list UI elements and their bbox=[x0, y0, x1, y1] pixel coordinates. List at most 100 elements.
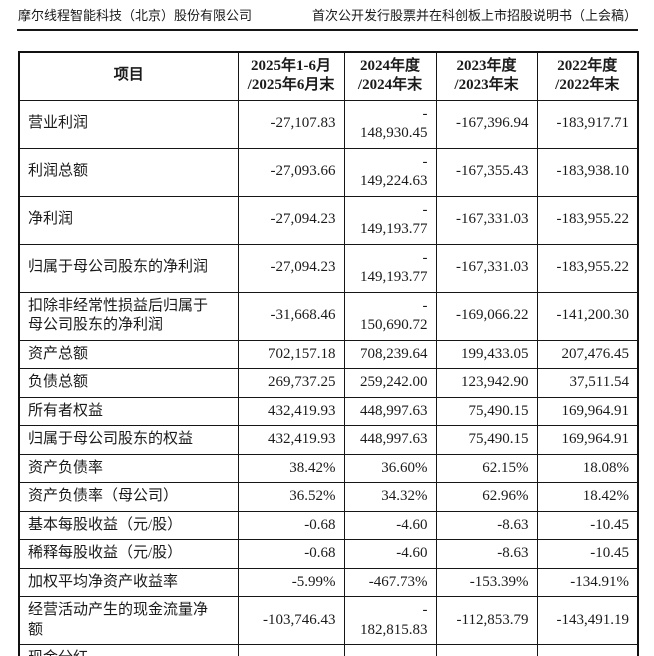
row-item-label: 现金分红 bbox=[18, 644, 239, 656]
table-row: 净利润 -27,094.23- 149,193.77 -167,331.03 -183… bbox=[18, 195, 639, 245]
table-row: 资产总额 702,157.18 708,239.64 199,433.05 207,47… bbox=[18, 339, 639, 370]
row-value-cell: 169,964.91 bbox=[536, 396, 639, 427]
row-value-cell: - 150,690.72 bbox=[343, 291, 437, 341]
row-value-cell: -167,331.03 bbox=[435, 243, 538, 293]
row-value-cell: -27,107.83 bbox=[237, 99, 345, 149]
row-value-cell: -169,066.22 bbox=[435, 291, 538, 341]
table-row: 扣除非经常性损益后归属于 母公司股东的净利润 -31,668.46- 150,69… bbox=[18, 291, 639, 341]
row-value-cell: 36.52% bbox=[237, 482, 345, 512]
row-item-label: 归属于母公司股东的净利润 bbox=[18, 243, 239, 293]
row-value-cell: 259,242.00 bbox=[343, 368, 437, 398]
row-item-label: 负债总额 bbox=[18, 368, 239, 398]
row-value-cell: -27,094.23 bbox=[237, 243, 345, 293]
table-row: 归属于母公司股东的权益 432,419.93 448,997.63 75,490.15… bbox=[18, 425, 639, 455]
row-value-cell: -153.39% bbox=[435, 567, 538, 598]
row-value-cell: -103,746.43 bbox=[237, 596, 345, 646]
row-item-label: 归属于母公司股东的权益 bbox=[18, 425, 239, 455]
row-item-label: 基本每股收益（元/股） bbox=[18, 510, 239, 541]
row-value-cell: - 182,815.83 bbox=[343, 596, 437, 646]
row-value-cell: 62.15% bbox=[435, 453, 538, 484]
column-header-2025h1: 2025年1-6月 /2025年6月末 bbox=[237, 51, 345, 101]
row-value-cell: 62.96% bbox=[435, 482, 538, 512]
row-value-cell: -143,491.19 bbox=[536, 596, 639, 646]
table-row: 经营活动产生的现金流量净 额 -103,746.43- 182,815.83 -11… bbox=[18, 596, 639, 646]
row-value-cell: 708,239.64 bbox=[343, 339, 437, 370]
table-row: 加权平均净资产收益率 -5.99% -467.73% -153.39% -134.91% bbox=[18, 567, 639, 598]
table-row: 所有者权益 432,419.93 448,997.63 75,490.15 169,96… bbox=[18, 396, 639, 427]
row-value-cell: 36.60% bbox=[343, 453, 437, 484]
row-item-label: 营业利润 bbox=[18, 99, 239, 149]
row-value-cell: -0.68 bbox=[237, 510, 345, 541]
row-value-cell: 18.42% bbox=[536, 482, 639, 512]
row-value-cell: - bbox=[435, 644, 538, 656]
table-row: 资产负债率 38.42% 36.60% 62.15% 18.08% bbox=[18, 453, 639, 484]
row-value-cell: -141,200.30 bbox=[536, 291, 639, 341]
row-value-cell: -167,396.94 bbox=[435, 99, 538, 149]
row-item-label: 资产负债率（母公司） bbox=[18, 482, 239, 512]
row-value-cell: - bbox=[536, 644, 639, 656]
row-value-cell: -31,668.46 bbox=[237, 291, 345, 341]
row-item-label: 净利润 bbox=[18, 195, 239, 245]
row-item-label: 稀释每股收益（元/股） bbox=[18, 539, 239, 569]
row-item-label: 扣除非经常性损益后归属于 母公司股东的净利润 bbox=[18, 291, 239, 341]
row-value-cell: -4.60 bbox=[343, 510, 437, 541]
row-value-cell: 432,419.93 bbox=[237, 425, 345, 455]
row-value-cell: -8.63 bbox=[435, 539, 538, 569]
row-value-cell: -134.91% bbox=[536, 567, 639, 598]
row-item-label: 经营活动产生的现金流量净 额 bbox=[18, 596, 239, 646]
row-value-cell: 702,157.18 bbox=[237, 339, 345, 370]
row-value-cell: -112,853.79 bbox=[435, 596, 538, 646]
row-value-cell: -183,955.22 bbox=[536, 195, 639, 245]
row-value-cell: 123,942.90 bbox=[435, 368, 538, 398]
row-value-cell: 37,511.54 bbox=[536, 368, 639, 398]
row-value-cell: -183,955.22 bbox=[536, 243, 639, 293]
row-value-cell: 448,997.63 bbox=[343, 425, 437, 455]
table-row: 资产负债率（母公司） 36.52% 34.32% 62.96% 18.42% bbox=[18, 482, 639, 512]
row-value-cell: 432,419.93 bbox=[237, 396, 345, 427]
table-row: 归属于母公司股东的净利润 -27,094.23- 149,193.77 -167,3… bbox=[18, 243, 639, 293]
row-value-cell: 199,433.05 bbox=[435, 339, 538, 370]
row-value-cell: -27,093.66 bbox=[237, 147, 345, 197]
document-title: 首次公开发行股票并在科创板上市招股说明书（上会稿） bbox=[311, 8, 637, 23]
row-value-cell: -4.60 bbox=[343, 539, 437, 569]
table-row: 基本每股收益（元/股） -0.68 -4.60 -8.63 -10.45 bbox=[18, 510, 639, 541]
row-value-cell: -10.45 bbox=[536, 539, 639, 569]
row-value-cell: -167,331.03 bbox=[435, 195, 538, 245]
row-value-cell: - 149,193.77 bbox=[343, 243, 437, 293]
financial-summary-table: 项目 2025年1-6月 /2025年6月末 2024年度 /2024年末 20… bbox=[18, 50, 639, 656]
row-item-label: 所有者权益 bbox=[18, 396, 239, 427]
financial-table-body: 营业利润 -27,107.83- 148,930.45 -167,396.94 -18… bbox=[18, 99, 639, 656]
row-value-cell: -8.63 bbox=[435, 510, 538, 541]
row-value-cell: 207,476.45 bbox=[536, 339, 639, 370]
row-item-label: 加权平均净资产收益率 bbox=[18, 567, 239, 598]
row-value-cell: -467.73% bbox=[343, 567, 437, 598]
table-header-row: 项目 2025年1-6月 /2025年6月末 2024年度 /2024年末 20… bbox=[18, 51, 639, 101]
page-header: 摩尔线程智能科技（北京）股份有限公司 首次公开发行股票并在科创板上市招股说明书（… bbox=[17, 0, 638, 31]
table-row: 稀释每股收益（元/股） -0.68 -4.60 -8.63 -10.45 bbox=[18, 539, 639, 569]
row-value-cell: - 149,193.77 bbox=[343, 195, 437, 245]
row-value-cell: -10.45 bbox=[536, 510, 639, 541]
row-value-cell: - 148,930.45 bbox=[343, 99, 437, 149]
row-value-cell: - 149,224.63 bbox=[343, 147, 437, 197]
row-value-cell: 75,490.15 bbox=[435, 425, 538, 455]
company-name: 摩尔线程智能科技（北京）股份有限公司 bbox=[18, 8, 253, 23]
row-value-cell: 34.32% bbox=[343, 482, 437, 512]
column-header-2022: 2022年度 /2022年末 bbox=[536, 51, 639, 101]
row-value-cell: -5.99% bbox=[237, 567, 345, 598]
table-row: 现金分红---- bbox=[18, 644, 639, 656]
row-value-cell: -167,355.43 bbox=[435, 147, 538, 197]
row-value-cell: -183,917.71 bbox=[536, 99, 639, 149]
column-header-2024: 2024年度 /2024年末 bbox=[343, 51, 437, 101]
row-value-cell: - bbox=[237, 644, 345, 656]
row-item-label: 资产总额 bbox=[18, 339, 239, 370]
row-value-cell: 269,737.25 bbox=[237, 368, 345, 398]
row-item-label: 利润总额 bbox=[18, 147, 239, 197]
row-value-cell: -183,938.10 bbox=[536, 147, 639, 197]
row-value-cell: 18.08% bbox=[536, 453, 639, 484]
row-value-cell: 75,490.15 bbox=[435, 396, 538, 427]
table-row: 营业利润 -27,107.83- 148,930.45 -167,396.94 -18… bbox=[18, 99, 639, 149]
row-value-cell: -0.68 bbox=[237, 539, 345, 569]
column-header-2023: 2023年度 /2023年末 bbox=[435, 51, 538, 101]
row-value-cell: -27,094.23 bbox=[237, 195, 345, 245]
